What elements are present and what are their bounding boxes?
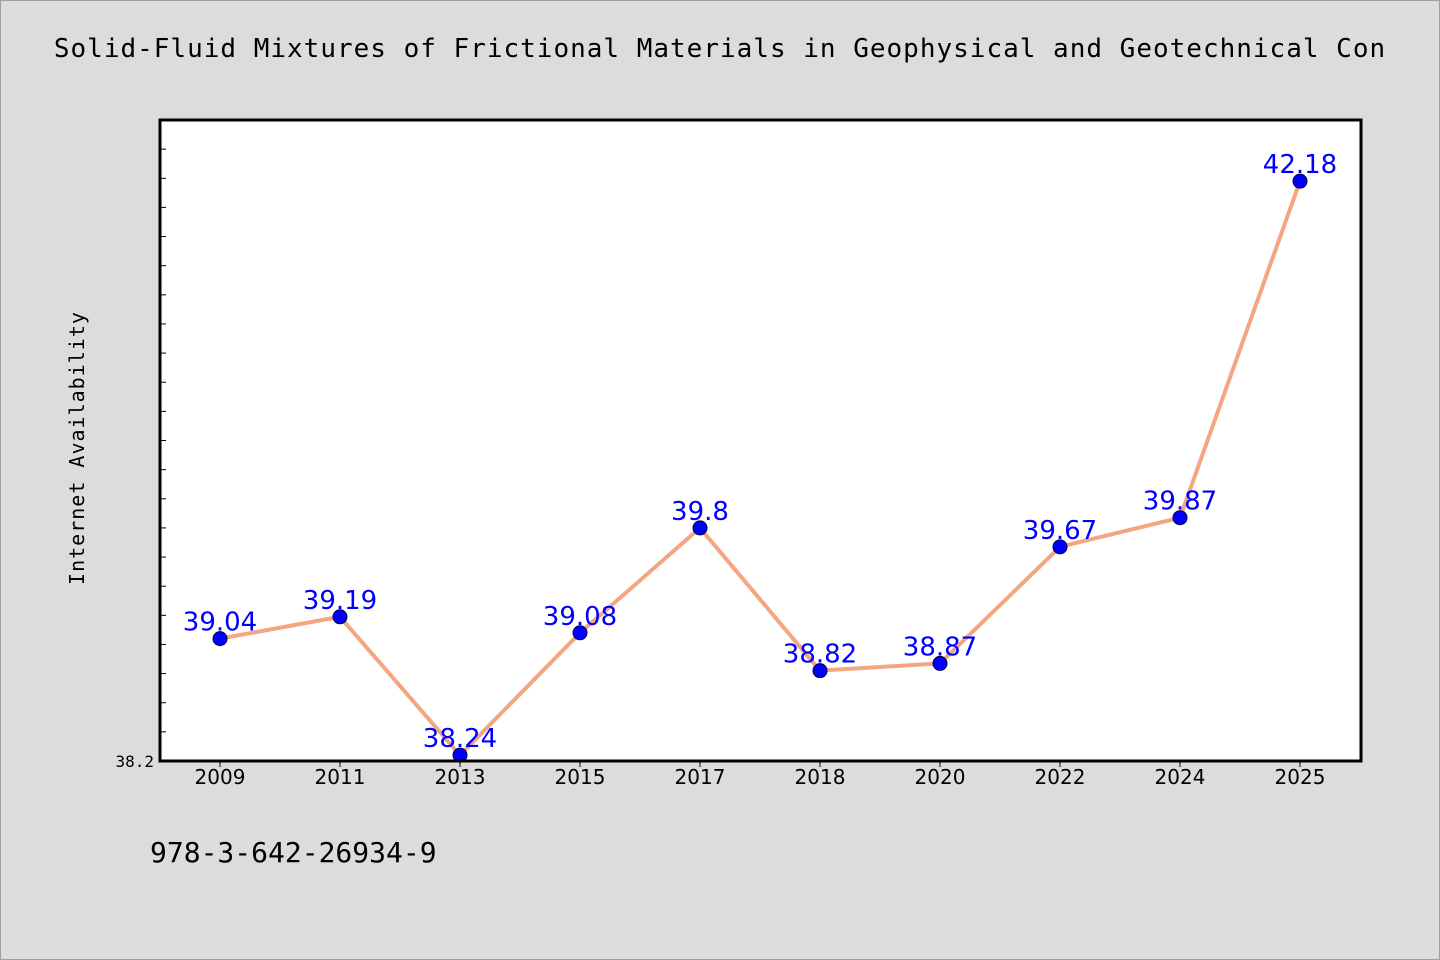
data-point bbox=[812, 663, 828, 679]
data-point bbox=[932, 655, 948, 671]
x-tick-label: 2025 bbox=[1275, 765, 1326, 789]
plot-area bbox=[160, 120, 1361, 761]
x-tick-label: 2009 bbox=[195, 765, 246, 789]
chart-title: Solid-Fluid Mixtures of Frictional Mater… bbox=[53, 34, 1387, 64]
data-label: 39.8 bbox=[671, 497, 729, 527]
isbn-footer: 978-3-642-26934-9 bbox=[150, 836, 437, 869]
data-point bbox=[332, 609, 348, 625]
data-point bbox=[692, 520, 708, 536]
x-tick-label: 2013 bbox=[435, 765, 486, 789]
x-tick-label: 2011 bbox=[315, 765, 366, 789]
data-point bbox=[572, 625, 588, 641]
data-label: 39.67 bbox=[1023, 516, 1097, 546]
data-label: 38.24 bbox=[423, 724, 497, 754]
x-tick-label: 2024 bbox=[1155, 765, 1206, 789]
plot-frame bbox=[158, 118, 1363, 763]
data-point bbox=[1172, 510, 1188, 526]
data-point bbox=[212, 631, 228, 647]
x-tick-label: 2015 bbox=[555, 765, 606, 789]
data-label: 39.87 bbox=[1143, 487, 1217, 517]
data-point bbox=[1292, 173, 1308, 189]
y-tick-label: 38.2 bbox=[115, 752, 154, 771]
data-label: 39.08 bbox=[543, 602, 617, 632]
x-tick-label: 2018 bbox=[795, 765, 846, 789]
x-tick-label: 2022 bbox=[1035, 765, 1086, 789]
data-label: 42.18 bbox=[1263, 150, 1337, 180]
x-tick-label: 2017 bbox=[675, 765, 726, 789]
data-point bbox=[1052, 539, 1068, 555]
data-label: 38.82 bbox=[783, 640, 857, 670]
data-label: 39.04 bbox=[183, 608, 257, 638]
series-line bbox=[218, 179, 1302, 758]
x-tick-label: 2020 bbox=[915, 765, 966, 789]
data-label: 39.19 bbox=[303, 586, 377, 616]
data-label: 38.87 bbox=[903, 632, 977, 662]
